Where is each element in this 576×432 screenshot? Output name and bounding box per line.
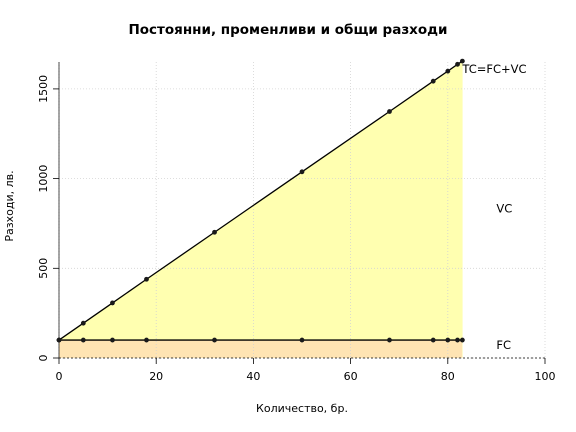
y-tick-label: 1000 [37, 165, 50, 193]
fc-point [459, 337, 465, 343]
fc-point [445, 337, 451, 343]
annotation-fc: FC [496, 338, 511, 352]
tc-point [459, 58, 465, 64]
fc-point [430, 337, 436, 343]
fc-point [110, 337, 115, 343]
tc-point [212, 229, 217, 235]
y-tick-label: 500 [37, 258, 50, 279]
y-tick-label: 0 [37, 355, 50, 362]
x-tick-label: 40 [246, 370, 260, 383]
x-tick-label: 20 [149, 370, 163, 383]
fc-point [299, 337, 305, 343]
y-axis-label: Разходи, лв. [3, 170, 16, 241]
fc-area [59, 340, 463, 358]
x-tick-label: 100 [535, 370, 556, 383]
tc-point [299, 169, 305, 175]
chart-title: Постоянни, променливи и общи разходи [128, 22, 447, 38]
fc-point [455, 337, 460, 343]
x-axis-label: Количество, бр. [256, 402, 348, 415]
tc-point [387, 109, 392, 114]
x-tick-label: 80 [441, 370, 455, 383]
tc-point [430, 78, 436, 84]
y-tick-label: 1500 [37, 75, 50, 103]
fc-point [387, 337, 392, 343]
annotation-vc: VC [496, 202, 512, 216]
x-tick-label: 0 [56, 370, 63, 383]
tc-point [144, 276, 149, 282]
fc-point [80, 337, 86, 343]
x-tick-label: 60 [344, 370, 358, 383]
tc-point [445, 68, 451, 74]
fc-point [212, 337, 217, 343]
tc-point [56, 337, 62, 343]
fc-point [144, 337, 149, 343]
annotation-tc-fc-vc: TC=FC+VC [461, 62, 526, 76]
tc-point [455, 61, 460, 67]
tc-point [110, 300, 115, 306]
tc-point [80, 320, 86, 326]
